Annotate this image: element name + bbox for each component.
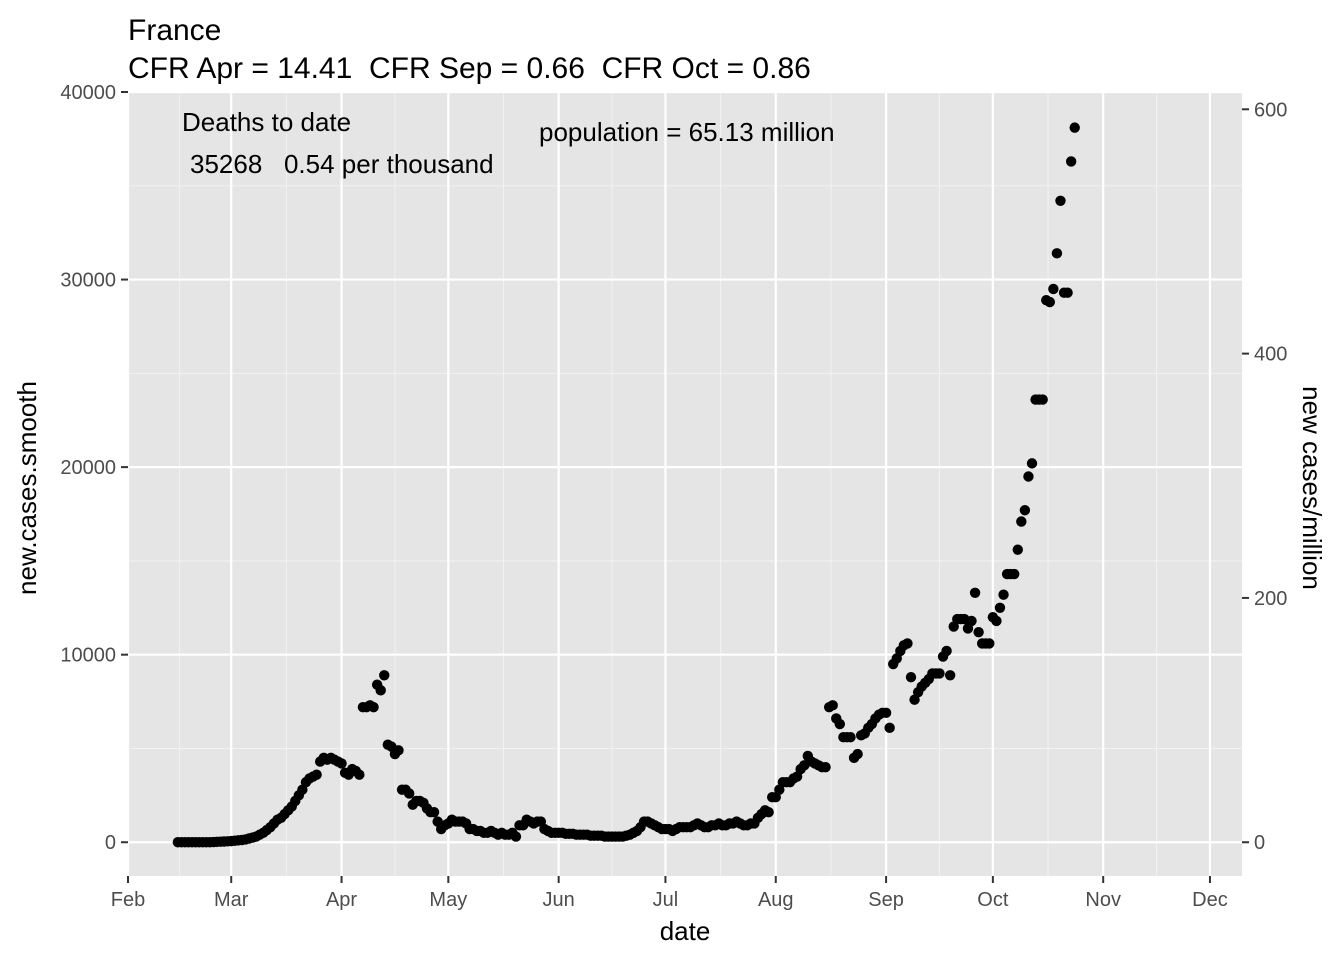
x-tick-label: Jun	[543, 889, 575, 911]
data-point	[1019, 505, 1031, 516]
y2-tick-label: 400	[1254, 344, 1287, 366]
x-tick-label: Apr	[326, 889, 357, 911]
x-tick-label: Nov	[1085, 889, 1121, 911]
data-point	[1065, 156, 1077, 167]
data-point	[1016, 516, 1027, 527]
data-point	[1044, 296, 1056, 308]
data-point	[880, 707, 892, 719]
y2-tick-label: 0	[1254, 832, 1265, 854]
data-point	[1062, 287, 1073, 298]
data-point	[375, 685, 386, 696]
data-point	[354, 769, 365, 780]
x-tick-label: May	[429, 889, 467, 911]
data-point	[991, 615, 1002, 627]
y2-tick-label: 200	[1254, 588, 1287, 610]
data-point	[379, 670, 390, 681]
data-point	[510, 831, 522, 842]
data-point	[994, 602, 1006, 613]
y-tick-label: 40000	[60, 82, 116, 104]
data-point	[428, 807, 440, 818]
x-tick-label: Oct	[977, 889, 1009, 911]
data-point	[763, 807, 774, 818]
y-axis-title: new.cases.smooth	[12, 381, 42, 595]
data-point	[1055, 195, 1066, 206]
deaths-values: 35268 0.54 per thousand	[190, 149, 494, 179]
data-point	[998, 589, 1009, 600]
data-point	[1026, 458, 1038, 469]
data-point	[902, 638, 913, 649]
population-label: population = 65.13 million	[539, 117, 835, 147]
data-point	[973, 626, 984, 638]
data-point	[311, 769, 322, 780]
y-tick-label: 10000	[60, 645, 116, 667]
y-tick-label: 30000	[60, 270, 116, 292]
data-point	[1037, 394, 1048, 405]
data-point	[852, 748, 863, 760]
data-point	[1048, 283, 1059, 295]
x-axis: Feb Mar Apr May Jun Jul Aug Sep Oct Nov Dec	[111, 876, 1228, 911]
deaths-heading: Deaths to date	[182, 107, 351, 137]
x-tick-label: Jul	[653, 889, 679, 911]
y-tick-label: 20000	[60, 457, 116, 479]
y2-tick-label: 600	[1254, 99, 1287, 121]
data-point	[393, 745, 404, 756]
data-point	[1012, 544, 1023, 555]
y-tick-label: 0	[105, 832, 116, 854]
data-point	[820, 762, 831, 773]
chart-subtitle: CFR Apr = 14.41 CFR Sep = 0.66 CFR Oct =…	[128, 52, 811, 85]
data-points	[172, 122, 1080, 848]
x-tick-label: Sep	[868, 889, 904, 911]
data-point	[905, 671, 917, 683]
data-point	[941, 645, 952, 657]
data-point	[1051, 248, 1063, 259]
data-point	[969, 587, 981, 598]
y-axis-right: 0 200 400 600	[1242, 99, 1287, 854]
x-tick-label: Aug	[758, 889, 794, 911]
x-tick-label: Feb	[111, 889, 145, 911]
data-point	[827, 700, 838, 711]
y-axis-left: 0 10000 20000 30000 40000	[60, 82, 128, 854]
x-tick-label: Dec	[1192, 889, 1228, 911]
grid-lines	[126, 90, 1242, 876]
data-point	[336, 758, 347, 769]
data-point	[1069, 122, 1080, 133]
chart-title: France	[128, 14, 221, 47]
plot-panel	[128, 92, 1242, 876]
data-point	[834, 718, 846, 730]
data-point	[966, 615, 977, 627]
data-point	[984, 638, 995, 649]
data-point	[944, 670, 956, 681]
data-point	[884, 722, 895, 734]
data-point	[368, 701, 379, 713]
x-axis-title: date	[660, 916, 711, 946]
y2-axis-title: new cases/million	[1297, 386, 1327, 590]
data-point	[934, 668, 945, 679]
data-point	[403, 788, 415, 799]
x-tick-label: Mar	[214, 889, 249, 911]
data-point	[845, 732, 856, 743]
data-point	[1009, 568, 1020, 580]
data-point	[1023, 471, 1034, 482]
